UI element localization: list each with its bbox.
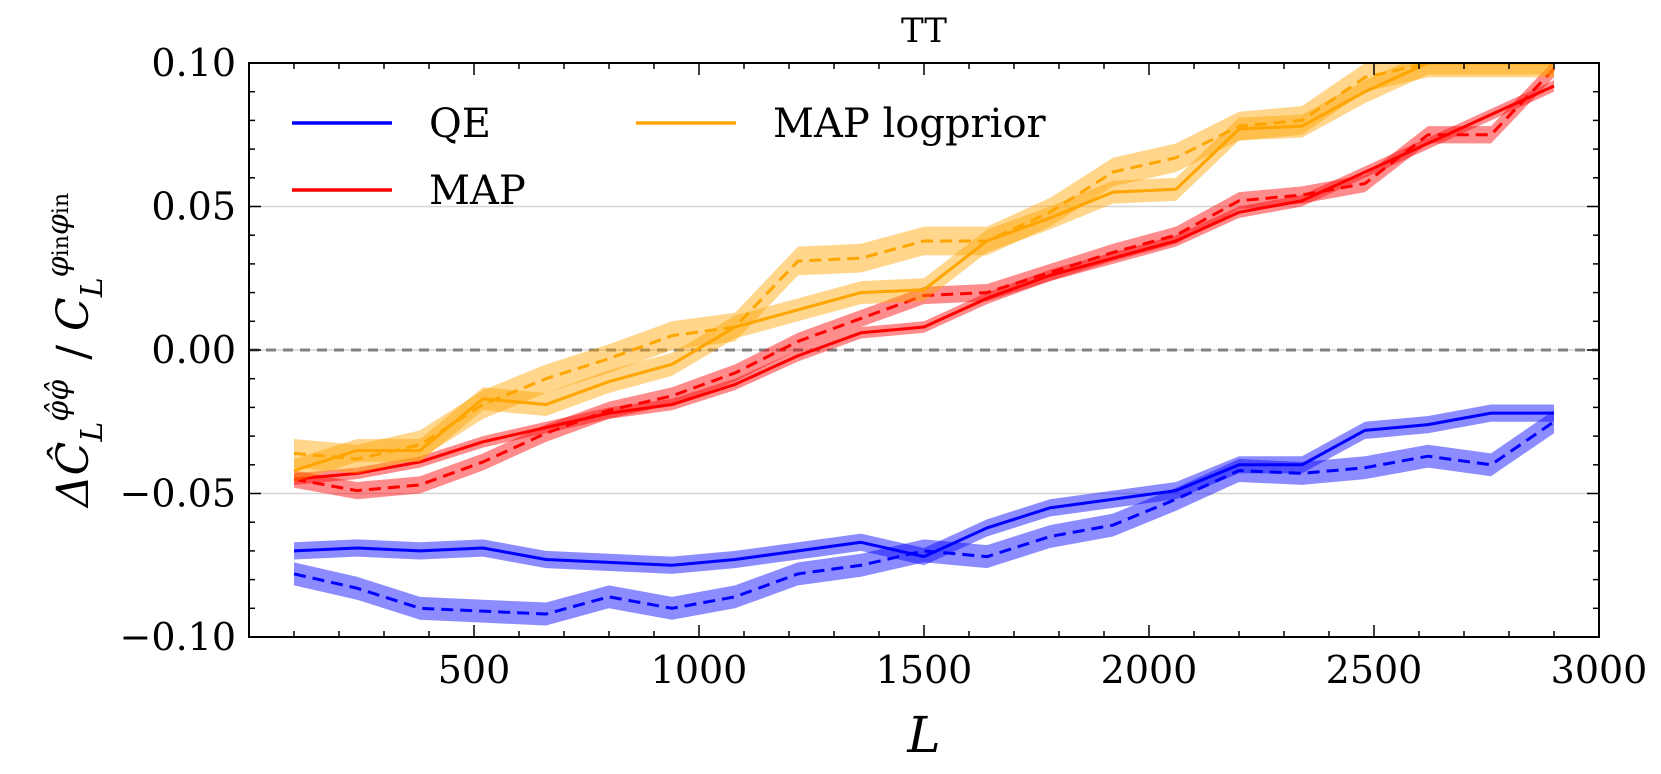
legend-label-map: MAP [429, 168, 526, 214]
ticks [249, 63, 1599, 637]
series-line-qe-dashed [293, 420, 1555, 616]
legend-label-map-logprior: MAP logprior [773, 101, 1047, 147]
series-band-qe-solid [294, 404, 1554, 574]
series-line-map-logprior-dashed [293, 63, 1554, 461]
x-tick-label: 2000 [1101, 648, 1198, 692]
series-band-map-logprior-solid [294, 63, 1554, 483]
series-line-map-logprior-solid [293, 63, 1554, 472]
legend: QE MAP logprior MAP [292, 101, 1047, 214]
y-tick-label: −0.05 [120, 472, 236, 516]
y-tick-label: 0.10 [151, 41, 236, 85]
series-band-map-logprior-dashed [294, 63, 1554, 474]
tick-labels: 500 1000 1500 2000 2500 3000 −0.10 −0.05 0.00 0.0… [120, 41, 1648, 692]
x-axis-label: L [906, 706, 940, 764]
series-layer [293, 63, 1556, 626]
x-tick-label: 1500 [876, 648, 973, 692]
series-line-map-solid [293, 84, 1555, 481]
x-tick-label: 1000 [651, 648, 748, 692]
y-axis-label: ΔĈLφ̂φ̂ / CLφinφin [41, 193, 110, 509]
x-tick-label: 2500 [1326, 648, 1423, 692]
x-tick-label: 500 [438, 648, 511, 692]
legend-label-qe: QE [429, 101, 491, 147]
y-tick-label: 0.05 [151, 185, 236, 229]
chart-title: TT [901, 11, 947, 51]
y-tick-label: −0.10 [120, 615, 236, 659]
series-band-qe-dashed [294, 410, 1554, 626]
x-axis-label-text: L [906, 706, 940, 764]
y-tick-label: 0.00 [151, 328, 236, 372]
series-line-qe-solid [293, 411, 1554, 567]
grid-lines [249, 205, 1599, 495]
series-line-map-dashed [293, 67, 1556, 493]
y-axis-label-text: ΔĈLφ̂φ̂ / CLφinφin [41, 193, 110, 509]
x-tick-label: 3000 [1551, 648, 1648, 692]
